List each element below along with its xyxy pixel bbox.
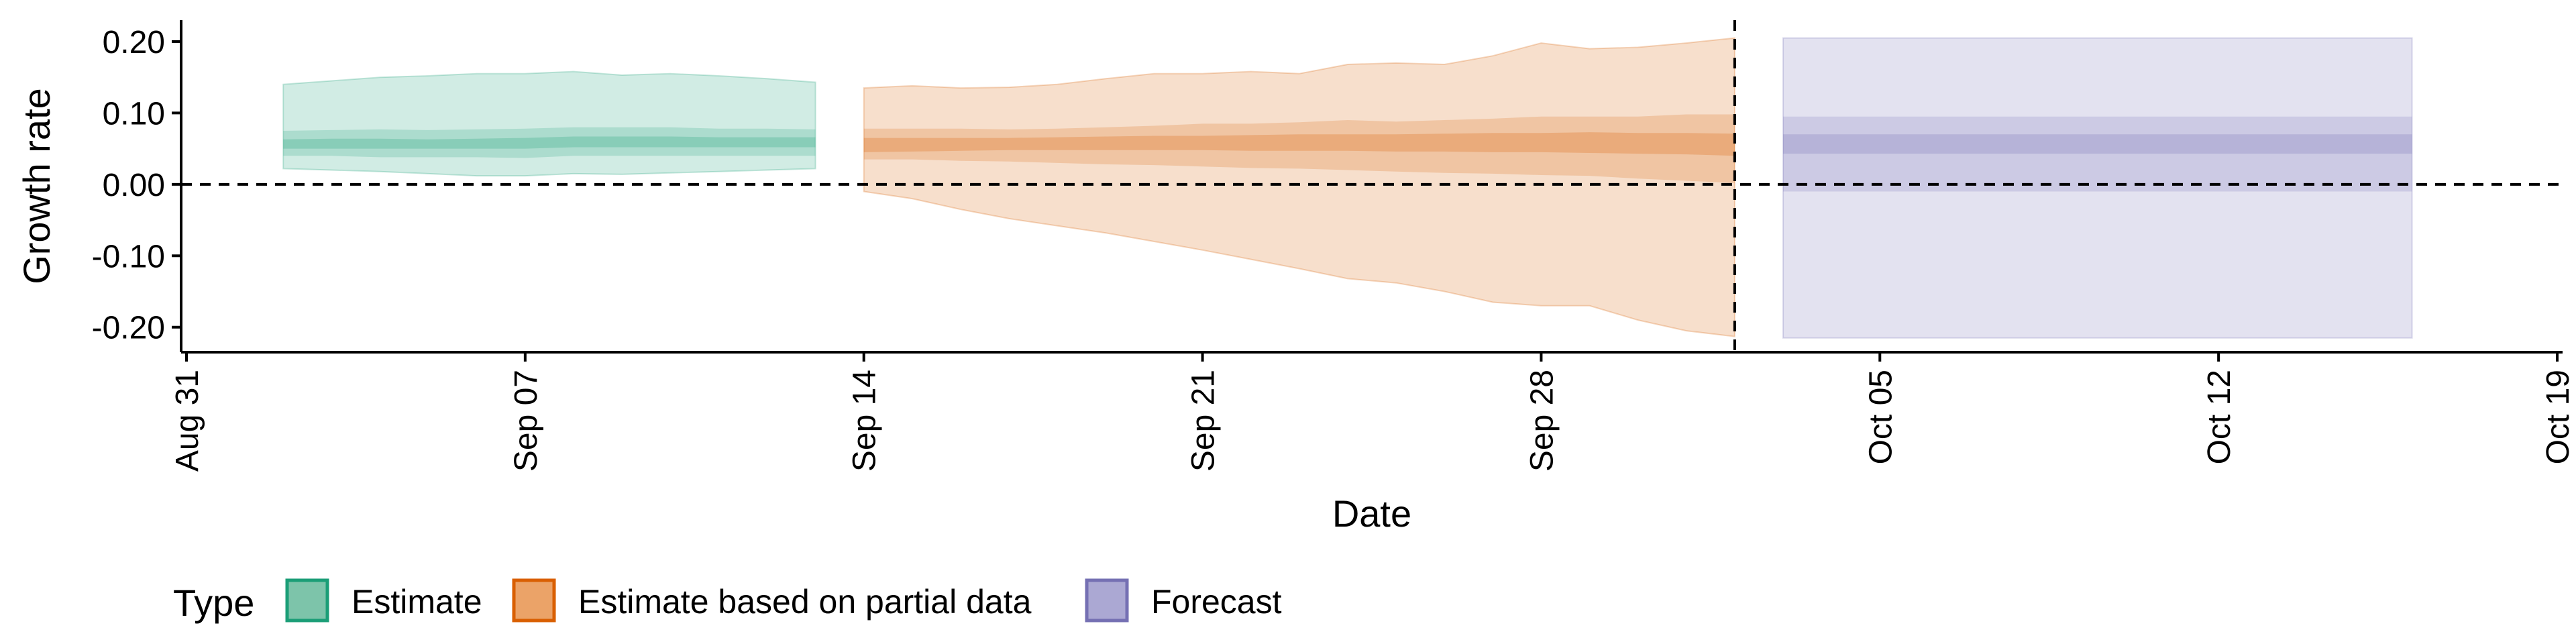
y-tick-label: -0.20: [92, 311, 165, 346]
reference-lines: [181, 20, 2563, 352]
y-axis-title: Growth rate: [15, 88, 58, 284]
band-layer: [282, 37, 2413, 339]
y-tick-label: 0.10: [103, 96, 165, 131]
estimate-based-on-partial-data-mid-band: [863, 114, 1735, 183]
x-ticks: Aug 31 Sep 07 Sep 14 Sep 21 Sep 28 Oct 05 Oct …: [170, 352, 2576, 472]
series-estimate: [282, 70, 816, 177]
x-tick-label: Aug 31: [170, 370, 205, 472]
estimate-based-on-partial-data-inner-band: [863, 132, 1735, 156]
x-tick-label: Sep 28: [1524, 370, 1560, 472]
legend-key-3: [1085, 578, 1129, 623]
x-tick-label: Oct 05: [1863, 370, 1898, 464]
x-axis-title: Date: [1332, 492, 1411, 535]
x-tick-label: Oct 19: [2540, 370, 2576, 464]
x-tick-label: Oct 12: [2202, 370, 2237, 464]
y-tick-label: 0.20: [103, 25, 165, 60]
forecast-mid-band: [1783, 116, 2412, 192]
estimate-inner-band: [283, 136, 816, 149]
estimate-mid-band: [283, 127, 816, 158]
x-tick-label: Sep 07: [508, 370, 544, 472]
axes: [180, 20, 2563, 354]
forecast-inner-band: [1783, 134, 2412, 154]
legend-label: Forecast: [1151, 583, 1282, 621]
legend-key-2: [512, 578, 556, 623]
y-ticks: 0.20 0.10 0.00 -0.10 -0.20: [92, 25, 181, 346]
legend: Type Estimate Estimate based on partial d…: [173, 578, 1282, 624]
estimate-based-on-partial-data-outer-band: [863, 37, 1735, 337]
x-tick-label: Sep 14: [847, 370, 883, 472]
y-tick-label: 0.00: [103, 168, 165, 203]
estimate-outer-band: [282, 70, 816, 177]
series-forecast: [1782, 37, 2413, 339]
legend-title: Type: [173, 582, 254, 624]
legend-key-1: [285, 578, 329, 623]
legend-label: Estimate based on partial data: [578, 583, 1032, 621]
x-tick-label: Sep 21: [1186, 370, 1222, 472]
forecast-outer-band: [1782, 37, 2413, 339]
legend-label: Estimate: [352, 583, 482, 621]
series-estimate-based-on-partial-data: [863, 37, 1735, 337]
y-tick-label: -0.10: [92, 239, 165, 274]
